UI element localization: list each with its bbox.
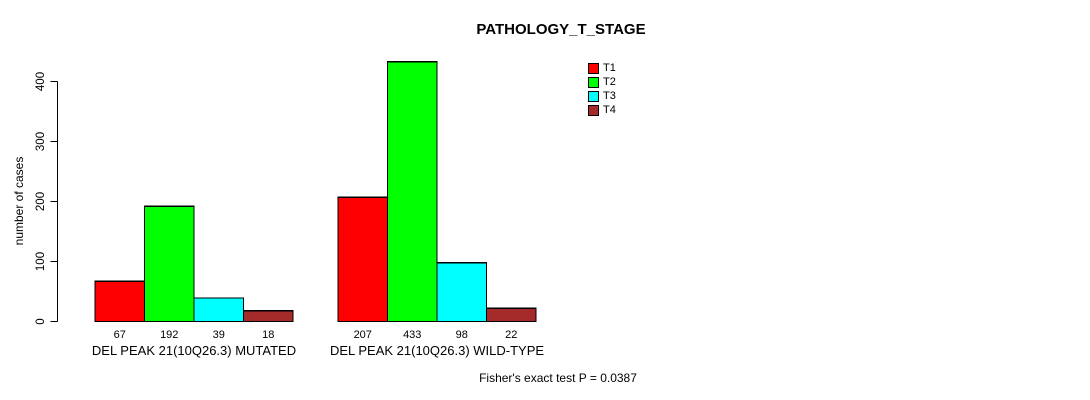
bar-value-label: 67 bbox=[114, 329, 126, 341]
group-label: DEL PEAK 21(10Q26.3) MUTATED bbox=[92, 343, 296, 358]
legend-swatch bbox=[588, 90, 599, 102]
legend: T1 T2 T3 T4 bbox=[588, 61, 616, 117]
bar-t1-group1 bbox=[94, 280, 146, 323]
bar-value-label: 39 bbox=[213, 329, 225, 341]
y-tick-label: 100 bbox=[35, 252, 47, 271]
legend-label: T3 bbox=[603, 89, 616, 102]
bar-t2-group1 bbox=[143, 205, 195, 323]
legend-label: T2 bbox=[603, 75, 616, 88]
legend-item-t1: T1 bbox=[588, 61, 616, 75]
legend-item-t2: T2 bbox=[588, 75, 616, 89]
legend-swatch bbox=[588, 76, 599, 88]
legend-label: T4 bbox=[603, 103, 616, 116]
legend-item-t3: T3 bbox=[588, 89, 616, 103]
legend-label: T1 bbox=[603, 61, 616, 74]
bar-t1-group2 bbox=[337, 196, 389, 323]
chart-title: PATHOLOGY_T_STAGE bbox=[476, 21, 646, 38]
bar-t3-group2 bbox=[436, 262, 488, 323]
legend-swatch bbox=[588, 104, 599, 116]
bar-t2-group2 bbox=[386, 61, 438, 323]
annotation-text: Fisher's exact test P = 0.0387 bbox=[479, 371, 637, 385]
legend-swatch bbox=[588, 62, 599, 74]
bar-t3-group1 bbox=[193, 297, 245, 323]
group-label: DEL PEAK 21(10Q26.3) WILD-TYPE bbox=[330, 343, 544, 358]
bar-value-label: 98 bbox=[456, 329, 468, 341]
y-tick-label: 400 bbox=[35, 72, 47, 91]
bar-t4-group2 bbox=[485, 307, 537, 323]
bar-t4-group1 bbox=[242, 310, 294, 323]
y-tick-label: 300 bbox=[35, 132, 47, 151]
bar-value-label: 22 bbox=[505, 329, 517, 341]
y-tick-label: 200 bbox=[35, 192, 47, 211]
legend-item-t4: T4 bbox=[588, 103, 616, 117]
bar-value-label: 207 bbox=[354, 329, 372, 341]
bar-value-label: 18 bbox=[262, 329, 274, 341]
y-tick-label: 0 bbox=[35, 318, 47, 324]
bar-value-label: 192 bbox=[160, 329, 178, 341]
y-axis-label: number of cases bbox=[12, 156, 26, 246]
bar-value-label: 433 bbox=[403, 329, 421, 341]
